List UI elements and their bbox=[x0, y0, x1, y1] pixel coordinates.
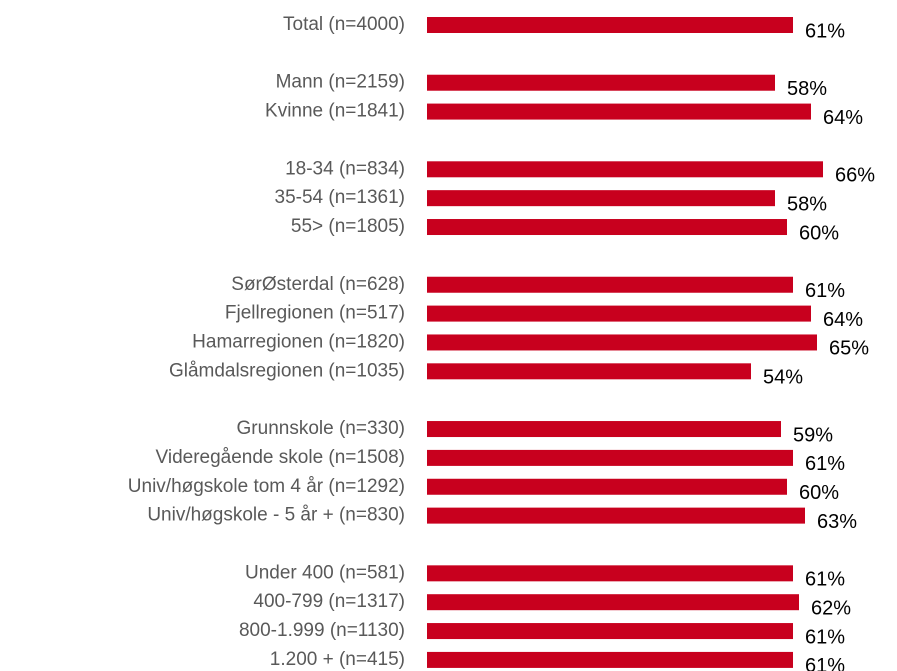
bar bbox=[427, 363, 751, 380]
category-label: Videregående skole (n=1508) bbox=[156, 447, 405, 468]
category-label: Kvinne (n=1841) bbox=[265, 101, 405, 122]
bar bbox=[427, 478, 787, 495]
category-label: Under 400 (n=581) bbox=[245, 562, 405, 583]
bar bbox=[427, 449, 793, 466]
value-label: 54% bbox=[763, 367, 803, 389]
category-label: SørØsterdal (n=628) bbox=[231, 274, 405, 295]
bar bbox=[427, 594, 799, 611]
bar bbox=[427, 507, 805, 524]
category-label: 1.200 + (n=415) bbox=[270, 649, 405, 670]
value-label: 61% bbox=[805, 569, 845, 591]
category-label: 400-799 (n=1317) bbox=[253, 591, 405, 612]
value-label: 65% bbox=[829, 338, 869, 360]
category-label: 35-54 (n=1361) bbox=[275, 187, 405, 208]
bar bbox=[427, 565, 793, 582]
value-label: 61% bbox=[805, 280, 845, 302]
bar bbox=[427, 421, 781, 438]
category-label: 18-34 (n=834) bbox=[285, 158, 405, 179]
category-label: 800-1.999 (n=1130) bbox=[239, 620, 405, 641]
value-label: 62% bbox=[811, 597, 851, 619]
bar bbox=[427, 305, 811, 322]
value-label: 58% bbox=[787, 193, 827, 215]
value-label: 61% bbox=[805, 453, 845, 475]
category-label: Univ/høgskole tom 4 år (n=1292) bbox=[128, 476, 405, 497]
bar bbox=[427, 276, 793, 293]
bar bbox=[427, 651, 793, 668]
value-label: 60% bbox=[799, 222, 839, 244]
bar bbox=[427, 161, 823, 178]
value-label: 61% bbox=[805, 20, 845, 42]
bar bbox=[427, 219, 787, 236]
bar bbox=[427, 103, 811, 120]
category-label: Glåmdalsregionen (n=1035) bbox=[169, 360, 405, 381]
bar bbox=[427, 17, 793, 33]
category-label: Total (n=4000) bbox=[283, 14, 405, 35]
bar bbox=[427, 623, 793, 640]
bar bbox=[427, 74, 775, 91]
category-label: Fjellregionen (n=517) bbox=[225, 303, 405, 324]
value-label: 60% bbox=[799, 482, 839, 504]
value-label: 61% bbox=[805, 626, 845, 648]
value-label: 64% bbox=[823, 107, 863, 129]
value-label: 66% bbox=[835, 165, 875, 187]
category-label: Mann (n=2159) bbox=[276, 72, 405, 93]
value-label: 63% bbox=[817, 511, 857, 533]
bar bbox=[427, 190, 775, 207]
value-label: 59% bbox=[793, 424, 833, 446]
value-label: 58% bbox=[787, 78, 827, 100]
category-label: 55> (n=1805) bbox=[291, 216, 405, 237]
category-label: Univ/høgskole - 5 år + (n=830) bbox=[147, 505, 405, 526]
bar bbox=[427, 334, 817, 351]
category-label: Grunnskole (n=330) bbox=[237, 418, 405, 439]
value-label: 61% bbox=[805, 655, 845, 671]
value-label: 64% bbox=[823, 309, 863, 331]
category-label: Hamarregionen (n=1820) bbox=[192, 331, 405, 352]
